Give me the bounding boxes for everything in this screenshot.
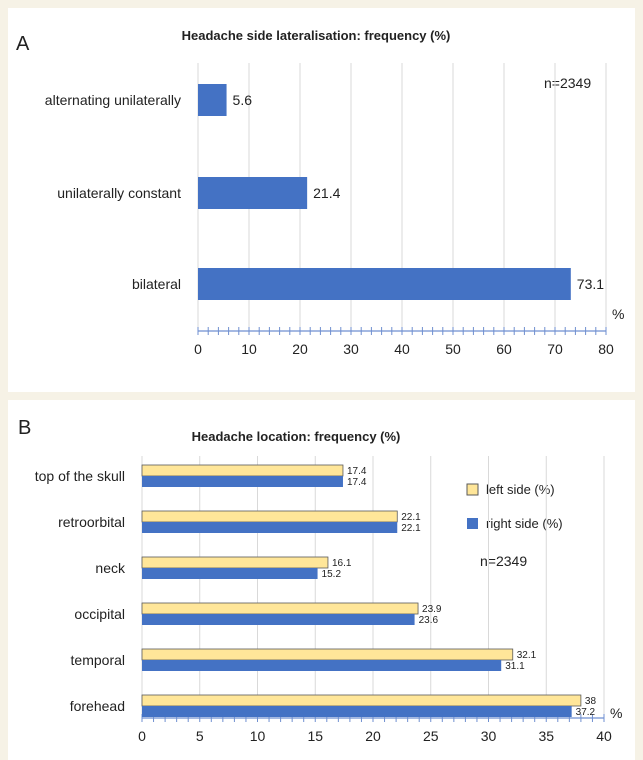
chart-b-bar-right [142, 614, 415, 625]
chart-a-tick-label: 10 [241, 341, 257, 357]
chart-a-data-label: 73.1 [577, 276, 604, 292]
chart-b-data-label-right: 22.1 [401, 523, 421, 534]
chart-b-data-label-left: 22.1 [401, 512, 421, 523]
chart-b-bar-right [142, 522, 398, 533]
chart-b-bar-right [142, 706, 572, 717]
chart-b-tick-label: 15 [307, 728, 323, 744]
panel-b: B Headache location: frequency (%) n=234… [8, 400, 635, 760]
chart-b-data-label-right: 31.1 [505, 661, 525, 672]
chart-b-data-label-left: 17.4 [347, 466, 367, 477]
chart-b-data-label-left: 23.9 [422, 604, 442, 615]
chart-a-tick-label: 80 [598, 341, 614, 357]
chart-a-bar [198, 268, 571, 300]
chart-b-annotation: n=2349 [480, 553, 527, 569]
panel-a: A Headache side lateralisation: frequenc… [8, 8, 635, 392]
chart-a-tick-label: 30 [343, 341, 359, 357]
chart-b-data-label-right: 23.6 [419, 615, 439, 626]
chart-a-bar [198, 177, 308, 209]
chart-b-category-label: occipital [74, 606, 125, 622]
chart-b-data-label-left: 32.1 [517, 650, 537, 661]
panel-label-b: B [18, 417, 31, 439]
chart-a-category-label: bilateral [132, 276, 181, 292]
chart-b-unit-label: % [610, 705, 622, 721]
chart-b-data-label-right: 15.2 [322, 569, 342, 580]
chart-b-tick-label: 35 [538, 728, 554, 744]
chart-b-tick-label: 20 [365, 728, 381, 744]
chart-a-tick-label: 0 [194, 341, 202, 357]
chart-a-data-label: 5.6 [233, 92, 253, 108]
chart-b-tick-label: 30 [481, 728, 497, 744]
chart-a-tick-label: 20 [292, 341, 308, 357]
chart-a-data-label: 21.4 [313, 185, 340, 201]
legend-label-left: left side (%) [486, 482, 555, 497]
legend-swatch-right [467, 518, 478, 529]
chart-b-data-label-left: 16.1 [332, 558, 352, 569]
chart-b-bar-left [141, 556, 329, 569]
chart-b-bar-right [142, 660, 502, 671]
chart-b-category-label: top of the skull [35, 468, 125, 484]
chart-a-tick-label: 70 [547, 341, 563, 357]
chart-a-tick-label: 40 [394, 341, 410, 357]
chart-a-category-label: unilaterally constant [57, 185, 181, 201]
chart-b-bar-left [141, 648, 514, 661]
chart-a-bar [198, 84, 227, 116]
panel-label-a: A [16, 33, 30, 55]
chart-b-tick-label: 0 [138, 728, 146, 744]
chart-b-svg: B Headache location: frequency (%) n=234… [18, 417, 622, 744]
chart-b-bar-left [141, 464, 344, 477]
chart-b-bar-right [142, 476, 343, 487]
chart-b-category-label: retroorbital [58, 514, 125, 530]
chart-b-category-label: forehead [70, 698, 125, 714]
chart-b-bar-right [142, 568, 318, 579]
chart-b-tick-label: 40 [596, 728, 612, 744]
chart-b-category-label: neck [95, 560, 126, 576]
chart-a-annotation: n=2349 [544, 75, 591, 91]
chart-b-data-label-left: 38 [585, 696, 597, 707]
legend-swatch-left [466, 483, 479, 496]
chart-b-bar-left [141, 602, 419, 615]
chart-b-bar-left [141, 694, 582, 707]
chart-a-category-label: alternating unilaterally [45, 92, 181, 108]
chart-b-tick-label: 10 [250, 728, 266, 744]
chart-b-tick-label: 5 [196, 728, 204, 744]
chart-b-data-label-right: 17.4 [347, 477, 367, 488]
chart-a-svg: A Headache side lateralisation: frequenc… [16, 28, 624, 357]
chart-b-bar-left [141, 510, 398, 523]
chart-b-title: Headache location: frequency (%) [192, 429, 401, 444]
chart-a-title: Headache side lateralisation: frequency … [182, 28, 451, 43]
legend-label-right: right side (%) [486, 516, 563, 531]
chart-b-category-label: temporal [71, 652, 125, 668]
chart-b-data-label-right: 37.2 [576, 707, 596, 718]
chart-a-unit-label: % [612, 306, 624, 322]
chart-b-tick-label: 25 [423, 728, 439, 744]
chart-a-tick-label: 50 [445, 341, 461, 357]
chart-a-tick-label: 60 [496, 341, 512, 357]
